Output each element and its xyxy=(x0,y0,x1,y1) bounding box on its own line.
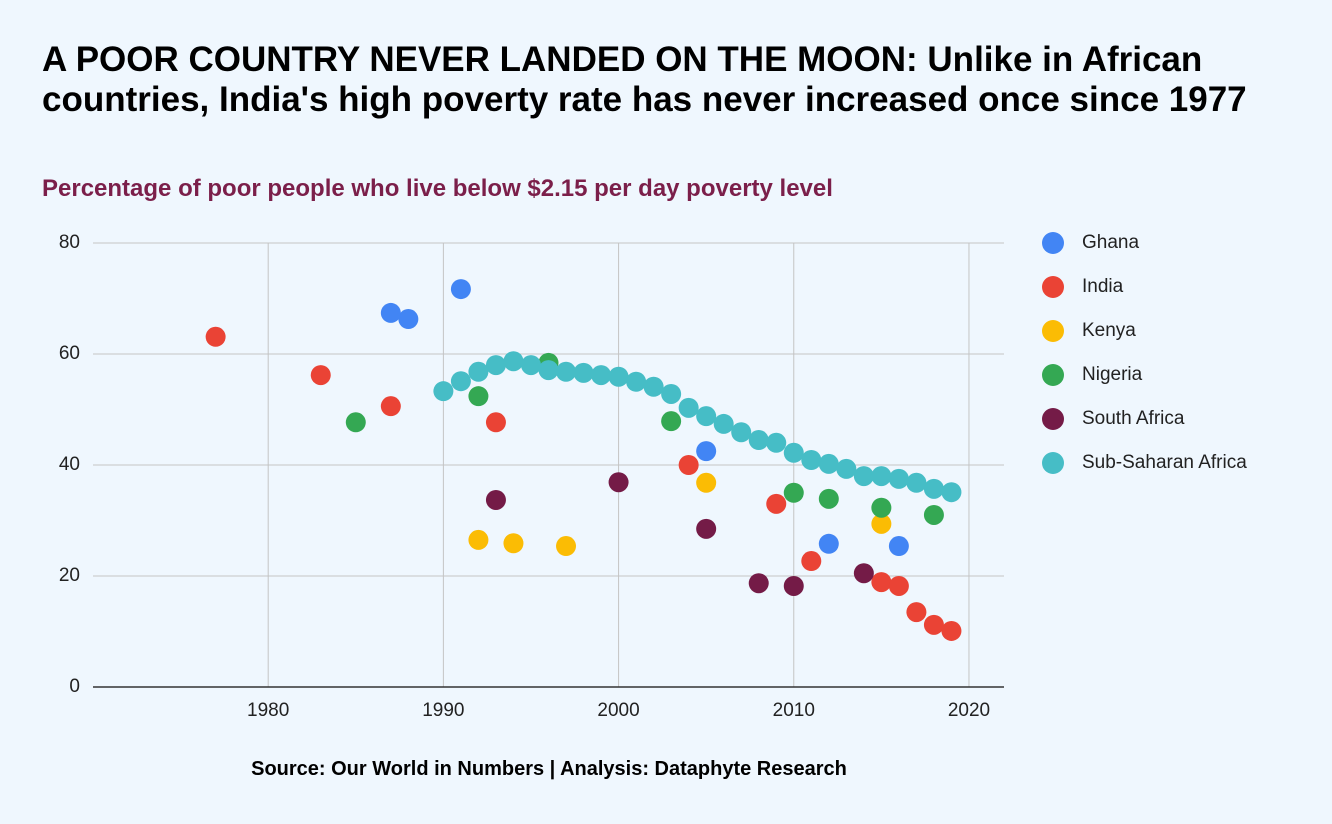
data-point xyxy=(538,360,559,381)
data-point xyxy=(573,362,594,383)
legend-label: India xyxy=(1082,276,1124,297)
data-point xyxy=(888,468,909,489)
data-point xyxy=(923,478,944,499)
data-point xyxy=(696,441,717,462)
data-point xyxy=(468,386,489,407)
data-point xyxy=(783,482,804,503)
legend-swatch xyxy=(1042,276,1064,298)
data-point xyxy=(380,302,401,323)
data-point xyxy=(906,602,927,623)
data-point xyxy=(871,497,892,518)
x-tick-label: 1990 xyxy=(422,700,464,721)
data-point xyxy=(520,355,541,376)
data-point xyxy=(923,614,944,635)
x-tick-label: 1980 xyxy=(247,700,289,721)
data-point xyxy=(205,326,226,347)
x-tick-label: 2020 xyxy=(948,700,990,721)
data-point xyxy=(468,529,489,550)
data-point xyxy=(853,466,874,487)
data-point xyxy=(398,309,419,330)
data-point xyxy=(450,279,471,300)
data-point xyxy=(906,472,927,493)
data-point xyxy=(643,376,664,397)
y-tick-label: 80 xyxy=(59,232,80,253)
data-point xyxy=(783,442,804,463)
data-point xyxy=(696,472,717,493)
data-point xyxy=(678,397,699,418)
y-tick-label: 40 xyxy=(59,454,80,475)
data-point xyxy=(871,513,892,534)
legend-label: Sub-Saharan Africa xyxy=(1082,452,1247,473)
data-point xyxy=(626,371,647,392)
data-point xyxy=(608,366,629,387)
data-point xyxy=(556,536,577,557)
data-point xyxy=(310,365,331,386)
chart-title: A POOR COUNTRY NEVER LANDED ON THE MOON:… xyxy=(42,40,1247,119)
data-point xyxy=(380,396,401,417)
data-point xyxy=(503,351,524,372)
data-point xyxy=(801,551,822,572)
legend-label: Nigeria xyxy=(1082,364,1143,385)
data-point xyxy=(801,450,822,471)
data-point xyxy=(450,371,471,392)
data-point xyxy=(731,422,752,443)
data-point xyxy=(818,533,839,554)
legend-label: Kenya xyxy=(1082,320,1136,341)
data-point xyxy=(923,504,944,525)
data-point xyxy=(941,482,962,503)
data-point xyxy=(818,488,839,509)
legend-label: Ghana xyxy=(1082,232,1139,253)
y-tick-label: 60 xyxy=(59,343,80,364)
legend-swatch xyxy=(1042,232,1064,254)
data-point xyxy=(661,383,682,404)
data-point xyxy=(888,575,909,596)
x-tick-label: 2010 xyxy=(773,700,815,721)
data-point xyxy=(748,573,769,594)
data-point xyxy=(696,518,717,539)
legend-swatch xyxy=(1042,320,1064,342)
data-point xyxy=(661,411,682,432)
legend-label: South Africa xyxy=(1082,408,1185,429)
legend-swatch xyxy=(1042,408,1064,430)
data-point xyxy=(468,361,489,382)
y-tick-label: 20 xyxy=(59,565,80,586)
data-point xyxy=(678,455,699,475)
data-point xyxy=(853,563,874,584)
data-point xyxy=(766,432,787,453)
data-point xyxy=(556,361,577,382)
y-tick-label: 0 xyxy=(69,676,80,697)
source-note: Source: Our World in Numbers | Analysis:… xyxy=(251,758,847,780)
data-point xyxy=(433,381,454,402)
data-point xyxy=(748,430,769,451)
data-point xyxy=(503,533,524,554)
x-tick-label: 2000 xyxy=(597,700,639,721)
data-point xyxy=(485,489,506,510)
data-point xyxy=(783,575,804,596)
data-point xyxy=(608,472,629,493)
data-point xyxy=(345,412,366,433)
data-point xyxy=(713,413,734,434)
data-point xyxy=(591,365,612,386)
data-point xyxy=(766,493,787,514)
data-point xyxy=(485,412,506,433)
legend-swatch xyxy=(1042,452,1064,474)
chart-subtitle: Percentage of poor people who live below… xyxy=(42,175,833,202)
data-point xyxy=(485,355,506,376)
data-point xyxy=(696,406,717,427)
data-point xyxy=(818,453,839,474)
data-point xyxy=(888,536,909,557)
data-point xyxy=(871,466,892,487)
legend-swatch xyxy=(1042,364,1064,386)
data-point xyxy=(871,572,892,593)
data-point xyxy=(836,458,857,479)
data-point xyxy=(941,620,962,641)
